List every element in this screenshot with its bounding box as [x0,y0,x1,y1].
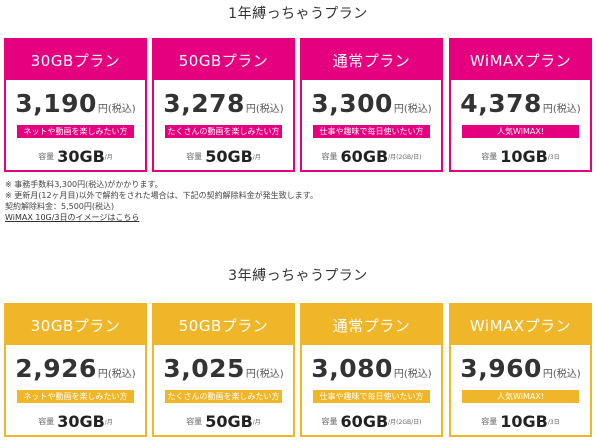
plan-tagline: 仕事や趣味で毎日使いたい方 [313,390,430,403]
capacity-value: 50GB [205,147,253,166]
plan-tagline: たくさんの動画を楽しみたい方 [165,390,282,403]
section-title-1year: 1年縛っちゃうプラン [228,6,368,22]
plan-name: 通常プラン [302,305,441,345]
plan-tagline: たくさんの動画を楽しみたい方 [165,125,282,138]
plan-card-50gb[interactable]: 50GBプラン 3,025円(税込) たくさんの動画を楽しみたい方 容量 50GB… [152,303,295,437]
cancel-fee-note: 契約解除料金：5,500円(税込) [5,202,115,211]
plan-name: 30GBプラン [6,305,145,345]
plan-name: 50GBプラン [154,305,293,345]
capacity-label: 容量 [481,152,498,161]
plan-name: WiMAXプラン [451,40,590,80]
capacity-label: 容量 [186,152,203,161]
plan-name: 50GBプラン [154,40,293,80]
capacity-label: 容量 [186,417,203,426]
plan-price: 3,960 [460,354,542,383]
tax-label: 円(税込) [97,369,136,380]
plan-card-standard[interactable]: 通常プラン 3,300円(税込) 仕事や趣味で毎日使いたい方 容量 60GB/月(… [300,38,443,172]
capacity-value: 60GB [340,412,389,431]
tax-label: 円(税込) [393,369,432,380]
plan-card-wimax[interactable]: WiMAXプラン 3,960円(税込) 人気WiMAX! 容量 10GB/3日 [449,303,592,437]
plan-price: 3,300 [311,89,393,118]
capacity-note: /月 [252,419,261,426]
plan-tagline: ネットや動画を楽しみたい方 [17,125,134,138]
plans-1year: 30GBプラン 3,190円(税込) ネットや動画を楽しみたい方 容量 30GB/… [4,38,592,172]
plan-card-wimax[interactable]: WiMAXプラン 4,378円(税込) 人気WiMAX! 容量 10GB/3日 [449,38,592,172]
plan-card-standard[interactable]: 通常プラン 3,080円(税込) 仕事や趣味で毎日使いたい方 容量 60GB/月(… [300,303,443,437]
plan-name: WiMAXプラン [451,305,590,345]
tax-label: 円(税込) [542,104,581,115]
plan-price: 3,190 [15,89,97,118]
plan-price: 3,025 [163,354,245,383]
capacity-value: 50GB [205,412,253,431]
capacity-value: 10GB [500,412,548,431]
capacity-value: 30GB [57,147,105,166]
fee-note: ※ 事務手数料3,300円(税込)がかかります。 [5,180,163,189]
tax-label: 円(税込) [393,104,432,115]
capacity-note: /月 [252,154,261,161]
plan-card-30gb[interactable]: 30GBプラン 3,190円(税込) ネットや動画を楽しみたい方 容量 30GB/… [4,38,147,172]
tax-label: 円(税込) [245,104,284,115]
plan-card-50gb[interactable]: 50GBプラン 3,278円(税込) たくさんの動画を楽しみたい方 容量 50GB… [152,38,295,172]
plans-3year: 30GBプラン 2,926円(税込) ネットや動画を楽しみたい方 容量 30GB/… [4,303,592,437]
wimax-image-link[interactable]: WiMAX 10G/3日のイメージはこちら [5,213,140,222]
capacity-note: /月(2GB/日) [388,419,422,426]
tax-label: 円(税込) [245,369,284,380]
capacity-note: /3日 [547,419,560,426]
capacity-label: 容量 [321,152,338,161]
plan-tagline: 人気WiMAX! [462,390,579,403]
capacity-note: /月 [104,419,113,426]
plan-tagline: 仕事や趣味で毎日使いたい方 [313,125,430,138]
capacity-value: 30GB [57,412,105,431]
capacity-label: 容量 [321,417,338,426]
plan-tagline: 人気WiMAX! [462,125,579,138]
capacity-value: 60GB [340,147,389,166]
plan-price: 3,278 [163,89,245,118]
capacity-note: /月(2GB/日) [388,154,422,161]
capacity-label: 容量 [38,417,55,426]
tax-label: 円(税込) [542,369,581,380]
capacity-value: 10GB [500,147,548,166]
capacity-label: 容量 [38,152,55,161]
capacity-note: /月 [104,154,113,161]
plan-name: 30GBプラン [6,40,145,80]
tax-label: 円(税込) [97,104,136,115]
plan-name: 通常プラン [302,40,441,80]
plan-price: 2,926 [15,354,97,383]
plan-price: 4,378 [460,89,542,118]
plan-card-30gb[interactable]: 30GBプラン 2,926円(税込) ネットや動画を楽しみたい方 容量 30GB/… [4,303,147,437]
plan-price: 3,080 [311,354,393,383]
section-title-3year: 3年縛っちゃうプラン [228,268,368,284]
capacity-label: 容量 [481,417,498,426]
plan-notes: ※ 事務手数料3,300円(税込)がかかります。 ※ 更新月(12ヶ月目)以外で… [5,179,565,223]
cancel-note: ※ 更新月(12ヶ月目)以外で解約をされた場合は、下記の契約解除料金が発生致しま… [5,191,318,200]
capacity-note: /3日 [547,154,560,161]
plan-tagline: ネットや動画を楽しみたい方 [17,390,134,403]
